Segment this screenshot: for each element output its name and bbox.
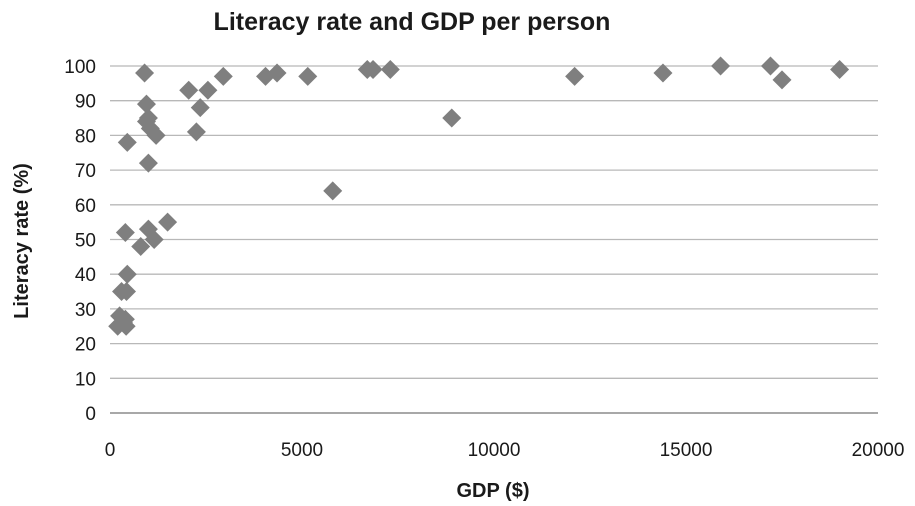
data-point <box>267 63 287 83</box>
chart-title: Literacy rate and GDP per person <box>214 8 611 36</box>
data-point <box>158 212 178 232</box>
data-point <box>135 63 155 83</box>
data-point <box>144 230 164 249</box>
data-point <box>213 66 233 86</box>
x-tick-label: 0 <box>105 440 116 461</box>
y-axis-label: Literacy rate (%) <box>11 163 33 319</box>
data-point <box>298 66 318 86</box>
data-point <box>772 70 792 90</box>
data-point <box>565 66 585 86</box>
y-tick-label: 60 <box>75 196 96 217</box>
y-axis-ticks: 0 10 20 30 40 50 60 70 80 90 100 <box>64 57 96 425</box>
y-tick-label: 80 <box>75 126 96 147</box>
data-point <box>760 56 780 76</box>
data-point <box>179 80 199 100</box>
data-point <box>711 56 731 76</box>
data-point <box>323 181 343 201</box>
data-point <box>198 80 218 100</box>
data-point <box>117 282 137 302</box>
data-points <box>108 56 850 336</box>
x-tick-label: 5000 <box>281 440 323 461</box>
data-point <box>115 223 135 243</box>
y-tick-label: 20 <box>75 335 96 356</box>
x-tick-label: 20000 <box>852 440 905 461</box>
y-tick-label: 0 <box>85 404 96 425</box>
data-point <box>117 264 137 284</box>
y-tick-label: 50 <box>75 231 96 252</box>
gridlines <box>110 65 878 379</box>
data-point <box>186 122 206 142</box>
x-axis-label: GDP ($) <box>457 480 530 502</box>
y-tick-label: 100 <box>64 57 96 78</box>
x-tick-label: 15000 <box>660 440 713 461</box>
y-tick-label: 10 <box>75 369 96 390</box>
data-point <box>131 236 151 256</box>
data-point <box>138 153 158 173</box>
y-tick-label: 90 <box>75 92 96 113</box>
data-point <box>363 59 383 79</box>
x-axis-ticks: 0 5000 10000 15000 20000 <box>105 440 905 461</box>
data-point <box>117 132 137 152</box>
y-tick-label: 70 <box>75 161 96 182</box>
data-point <box>146 125 166 145</box>
data-point <box>116 316 136 336</box>
y-tick-label: 40 <box>75 265 96 286</box>
data-point <box>380 59 400 79</box>
data-point <box>190 98 210 118</box>
data-point <box>136 94 156 114</box>
data-point <box>830 59 850 79</box>
x-tick-label: 10000 <box>468 440 521 461</box>
data-point <box>442 108 462 128</box>
y-tick-label: 30 <box>75 300 96 321</box>
data-point <box>653 63 673 83</box>
